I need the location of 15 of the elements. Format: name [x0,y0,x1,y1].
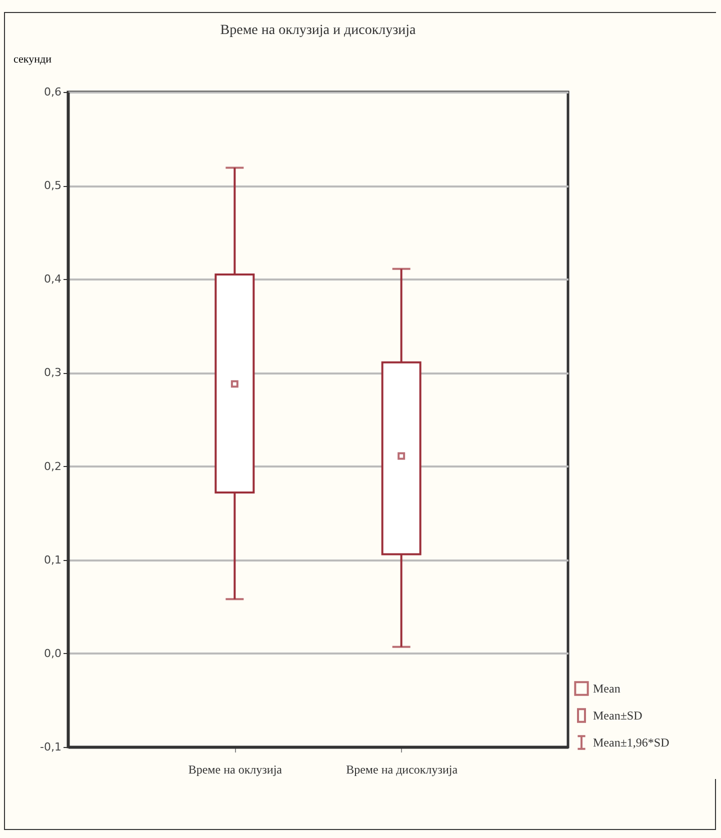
text: Mean±1,96*SD [593,736,670,750]
x-tick-label: Време на оклузија [188,762,283,776]
y-tick-label: 0,6 [44,86,62,98]
chart-title: Време на оклузија и дисоклузија [220,23,417,38]
x-tick-label: Време на дисоклузија [346,762,458,776]
y-tick-label: 0,1 [44,553,62,566]
text: Mean [593,682,620,696]
y-tick-label: 0,4 [44,272,62,286]
y-tick-label: 0,0 [44,646,62,660]
text: Mean±SD [593,708,643,722]
y-tick-label: 0,3 [44,366,62,380]
y-axis-title: секунди [14,54,52,66]
y-tick-label: 0,2 [44,460,62,473]
y-tick-label: -0,1 [40,740,62,754]
y-tick-label: 0,5 [44,179,62,192]
